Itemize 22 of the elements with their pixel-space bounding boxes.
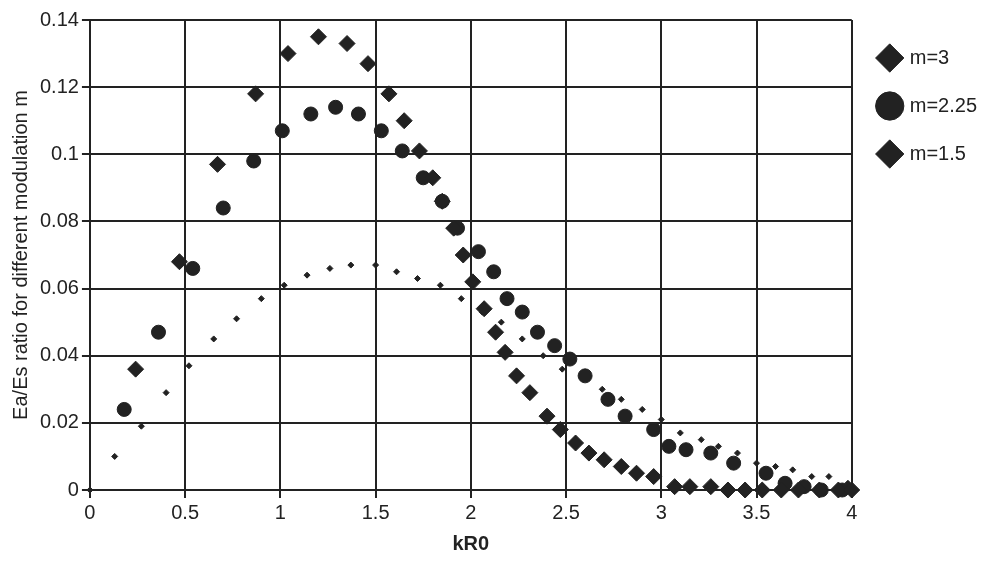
y-tick-label: 0.08 — [39, 208, 79, 231]
x-tick-label: 0.5 — [171, 500, 200, 523]
legend-label: m=1.5 — [909, 141, 966, 164]
y-tick-label: 0.02 — [39, 410, 79, 433]
x-tick-label: 0 — [84, 500, 96, 523]
x-tick-label: 1.5 — [361, 500, 390, 523]
y-tick-label: 0 — [67, 477, 79, 500]
y-tick-label: 0.1 — [51, 141, 79, 164]
legend-label: m=3 — [909, 45, 950, 68]
legend-label: m=2.25 — [909, 93, 977, 116]
y-tick-label: 0.04 — [39, 343, 79, 366]
x-tick-label: 2.5 — [552, 500, 580, 523]
x-tick-label: 2 — [465, 500, 477, 523]
x-tick-label: 3.5 — [742, 500, 771, 523]
x-axis-title: kR0 — [452, 531, 490, 554]
x-tick-label: 1 — [274, 500, 286, 523]
y-tick-label: 0.12 — [39, 74, 79, 97]
x-tick-label: 3 — [655, 500, 667, 523]
y-tick-label: 0.06 — [39, 276, 79, 299]
y-axis-title: Ea/Es ratio for different modulation m — [8, 90, 31, 420]
y-tick-label: 0.14 — [39, 7, 79, 30]
x-tick-label: 4 — [846, 500, 858, 523]
